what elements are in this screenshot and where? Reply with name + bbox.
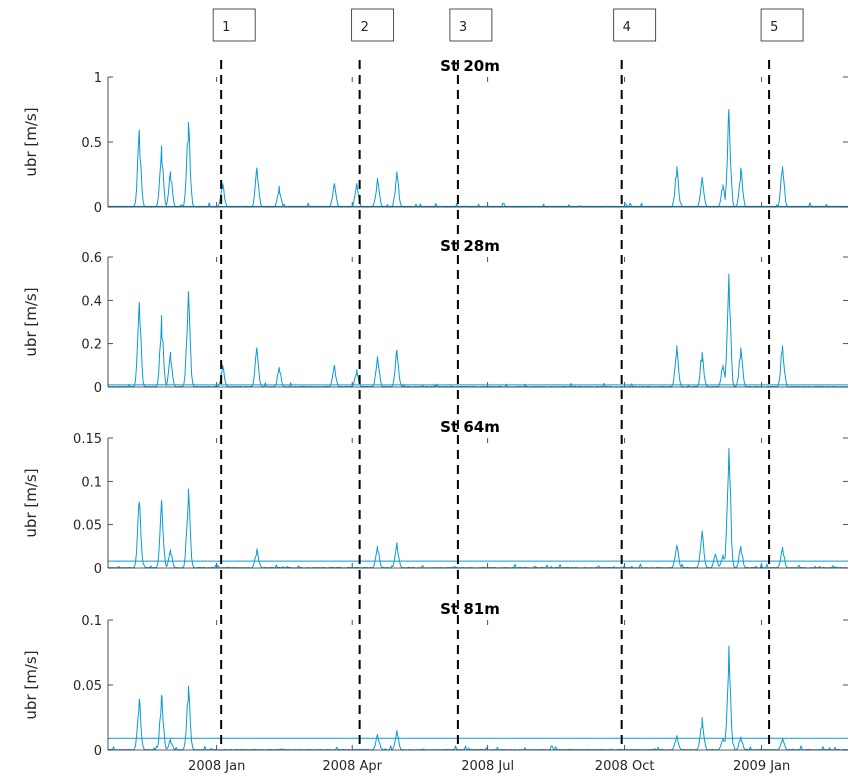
y-tick-label: 1	[94, 71, 102, 86]
panel-title: St 64m	[440, 418, 500, 436]
event-marker-box	[613, 8, 657, 42]
y-axis-label: ubr [m/s]	[22, 650, 40, 719]
y-tick-label: 0	[94, 201, 102, 216]
y-tick-label: 0	[94, 381, 102, 396]
event-marker-label: 3	[459, 20, 467, 35]
event-marker-label: 4	[623, 20, 631, 35]
y-tick-label: 0.05	[73, 519, 102, 534]
event-marker-label: 1	[222, 20, 230, 35]
event-marker-label: 5	[770, 20, 778, 35]
y-tick-label: 0.1	[81, 475, 102, 490]
panel-st-28m: St 28m ubr [m/s] 0 0.2 0.4 0.6	[22, 237, 848, 396]
event-marker-box	[760, 8, 804, 42]
y-axis-label: ubr [m/s]	[22, 107, 40, 176]
chart-panels: St 20m ubr [m/s] 0 0.5 1 St 28m ubr [m/s] 0 0.2 0…	[22, 57, 848, 759]
panel-title: St 81m	[440, 600, 500, 618]
x-tick-label: 2008 Jan	[188, 759, 245, 774]
event-lines	[220, 60, 771, 750]
ubr-series-line	[107, 273, 848, 388]
event-markers: 1 2 3 4 5	[212, 8, 804, 42]
x-tick-label: 2008 Jul	[461, 759, 514, 774]
event-marker-box	[212, 8, 256, 42]
y-tick-label: 0.05	[73, 679, 102, 694]
x-tick-label: 2008 Apr	[322, 759, 382, 774]
panel-st-20m: St 20m ubr [m/s] 0 0.5 1	[22, 57, 848, 216]
y-tick-label: 0.4	[81, 294, 102, 309]
ubr-series-line	[107, 645, 848, 751]
y-axis-label: ubr [m/s]	[22, 287, 40, 356]
y-tick-label: 0.5	[81, 136, 102, 151]
y-tick-label: 0.6	[81, 251, 102, 266]
event-marker-label: 2	[361, 20, 369, 35]
x-tick-label: 2008 Oct	[595, 759, 655, 774]
panel-title: St 20m	[440, 57, 500, 75]
event-marker-box	[351, 8, 395, 42]
y-tick-label: 0	[94, 562, 102, 577]
ubr-series-line	[108, 109, 848, 208]
y-tick-label: 0.2	[81, 338, 102, 353]
panel-st-64m: St 64m ubr [m/s] 0 0.05 0.1 0.15	[22, 418, 848, 577]
x-axis-ticks: 2008 Jan 2008 Apr 2008 Jul 2008 Oct 2009 Jan	[188, 759, 790, 774]
y-tick-label: 0.1	[81, 614, 102, 629]
x-tick-label: 2009 Jan	[733, 759, 790, 774]
panel-title: St 28m	[440, 237, 500, 255]
event-marker-box	[449, 8, 493, 42]
panel-st-81m: St 81m ubr [m/s] 0 0.05 0.1	[22, 600, 848, 759]
y-axis-label: ubr [m/s]	[22, 468, 40, 537]
ubr-series-line	[107, 447, 848, 569]
y-tick-label: 0	[94, 744, 102, 759]
y-tick-label: 0.15	[73, 432, 102, 447]
